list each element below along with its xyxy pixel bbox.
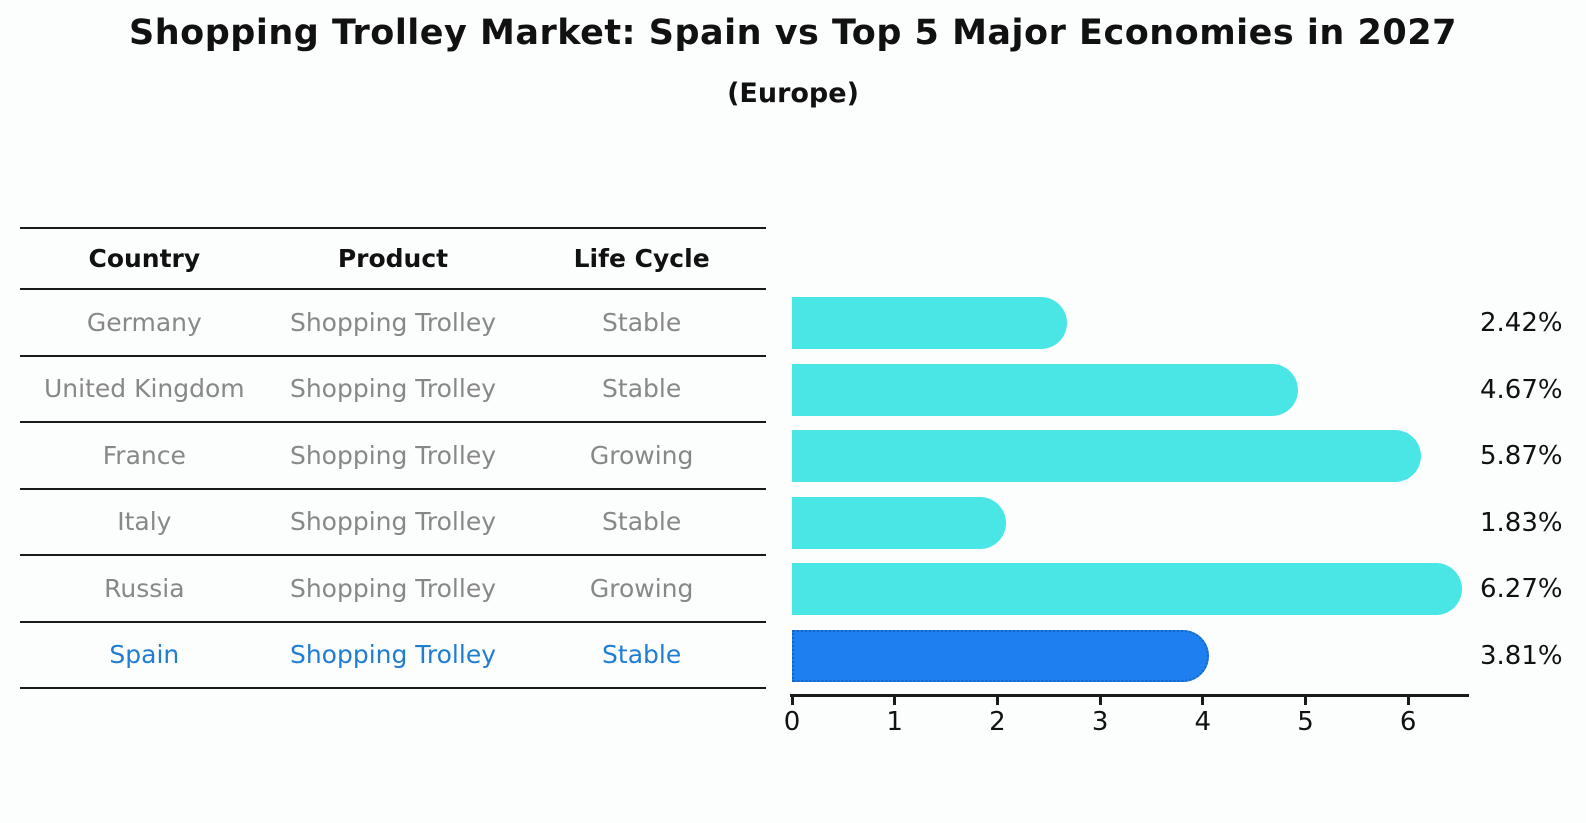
product-cell: Shopping Trolley	[289, 507, 496, 537]
x-axis-tick-label: 5	[1297, 707, 1314, 737]
value-label-italy: 1.83%	[1480, 507, 1563, 538]
x-axis-tick-label: 6	[1399, 707, 1417, 737]
country-cell: Spain	[109, 640, 180, 670]
life-cycle-cell: Stable	[602, 640, 682, 670]
bar-italy	[792, 496, 1006, 549]
chart-subtitle: (Europe)	[727, 78, 859, 109]
country-cell: Germany	[86, 307, 202, 337]
country-cell: France	[102, 440, 186, 470]
value-label-spain: 3.81%	[1480, 640, 1563, 671]
bar-russia	[792, 563, 1462, 615]
life-cycle-cell: Stable	[602, 374, 682, 404]
product-cell: Shopping Trolley	[289, 307, 496, 337]
table-row-united-kingdom: United Kingdom Shopping Trolley Stable	[20, 357, 766, 423]
column-header-country: Country	[88, 244, 201, 273]
x-axis-tick	[995, 697, 999, 705]
bar-united-kingdom	[792, 363, 1298, 416]
x-axis-tick-label: 0	[783, 707, 801, 737]
x-axis-tick-label: 3	[1091, 707, 1109, 737]
x-axis-tick	[1201, 697, 1205, 705]
table-row-germany: Germany Shopping Trolley Stable	[20, 290, 766, 357]
country-cell: Russia	[104, 573, 185, 603]
x-axis-tick-label: 2	[989, 707, 1006, 737]
column-header-product: Product	[337, 244, 449, 273]
bar-france	[792, 430, 1421, 482]
x-axis-tick-label: 1	[886, 707, 903, 737]
bar-spain	[792, 629, 1210, 682]
x-axis-tick-label: 4	[1194, 707, 1212, 737]
x-axis-tick	[893, 697, 897, 705]
x-axis-tick	[1098, 697, 1102, 705]
life-cycle-cell: Growing	[589, 440, 694, 470]
country-cell: United Kingdom	[43, 374, 245, 404]
chart-title: Shopping Trolley Market: Spain vs Top 5 …	[129, 13, 1457, 53]
country-cell: Italy	[117, 507, 172, 537]
life-cycle-cell: Stable	[602, 307, 682, 337]
product-cell: Shopping Trolley	[289, 374, 496, 404]
value-label-russia: 6.27%	[1480, 574, 1563, 604]
column-header-life-cycle: Life Cycle	[573, 244, 710, 273]
x-axis-tick	[790, 697, 794, 705]
country-table: Country Product Life Cycle Germany Shopp…	[20, 227, 766, 689]
product-cell: Shopping Trolley	[289, 640, 496, 670]
value-label-united-kingdom: 4.67%	[1480, 374, 1563, 405]
table-row-russia: Russia Shopping Trolley Growing	[20, 556, 766, 623]
value-label-france: 5.87%	[1480, 441, 1563, 471]
product-cell: Shopping Trolley	[289, 573, 496, 603]
value-label-germany: 2.42%	[1480, 308, 1563, 338]
x-axis-line	[790, 694, 1469, 697]
life-cycle-cell: Growing	[589, 573, 694, 603]
table-row-france: France Shopping Trolley Growing	[20, 423, 766, 490]
product-cell: Shopping Trolley	[289, 440, 496, 470]
table-header-row: Country Product Life Cycle	[20, 227, 766, 290]
table-row-spain: Spain Shopping Trolley Stable	[20, 623, 766, 689]
life-cycle-cell: Stable	[602, 507, 682, 537]
x-axis-tick	[1304, 697, 1307, 705]
table-row-italy: Italy Shopping Trolley Stable	[20, 490, 766, 556]
bar-germany	[792, 297, 1067, 349]
x-axis-tick	[1406, 697, 1410, 705]
